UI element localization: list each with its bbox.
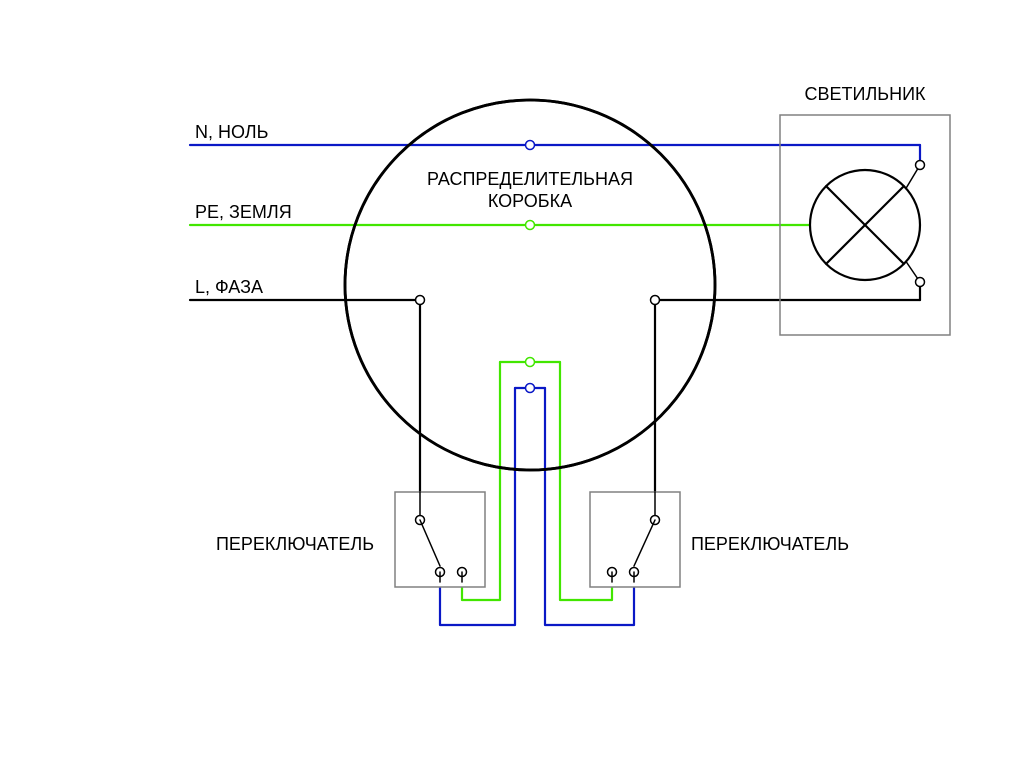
label-phase: L, ФАЗА <box>195 277 263 297</box>
label-jbox-2: КОРОБКА <box>488 191 572 211</box>
label-earth: PE, ЗЕМЛЯ <box>195 202 292 222</box>
label-jbox-1: РАСПРЕДЕЛИТЕЛЬНАЯ <box>427 169 633 189</box>
label-neutral: N, НОЛЬ <box>195 122 268 142</box>
wiring-diagram: СВЕТИЛЬНИК N, НОЛЬ PE, ЗЕМЛЯ L, ФАЗА РАСПРЕД… <box>0 0 1024 768</box>
label-switch-right: ПЕРЕКЛЮЧАТЕЛЬ <box>691 534 849 554</box>
label-lamp: СВЕТИЛЬНИК <box>805 84 927 104</box>
junction-box <box>345 100 715 470</box>
label-switch-left: ПЕРЕКЛЮЧАТЕЛЬ <box>216 534 374 554</box>
